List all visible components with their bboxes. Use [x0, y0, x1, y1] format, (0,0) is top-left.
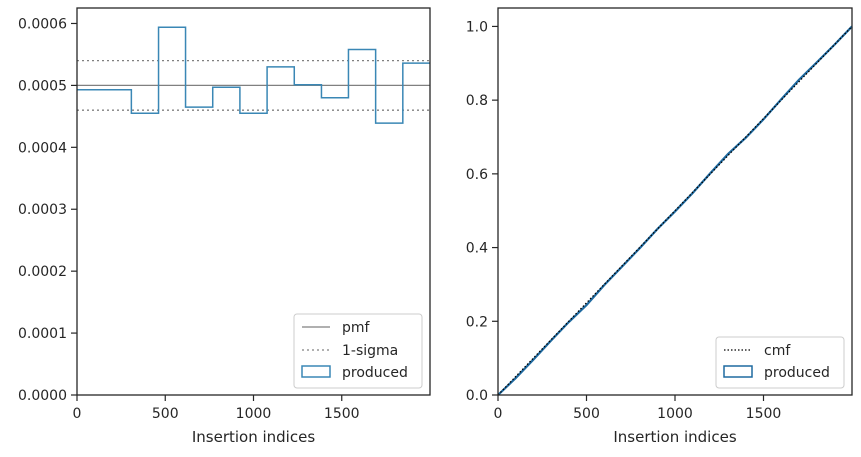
legend-box: [715, 336, 845, 389]
y-tick-label: 0.8: [466, 93, 488, 109]
histogram-bin: [267, 67, 294, 395]
x-tick-label: 500: [573, 406, 600, 422]
histogram-bin: [131, 113, 158, 395]
y-tick-label: 0.0: [466, 388, 488, 404]
produced-histogram-outline: [77, 26, 430, 124]
histogram-bin: [213, 87, 240, 395]
histogram-bin: [186, 107, 213, 395]
x-tick-label: 1000: [657, 406, 693, 422]
x-tick-label: 500: [152, 406, 179, 422]
y-tick-label: 0.4: [466, 241, 488, 257]
y-tick-label: 0.0001: [18, 326, 67, 342]
y-tick-label: 0.0003: [18, 202, 67, 218]
legend-produced-label: produced: [764, 365, 830, 381]
legend-cmf-label: cmf: [764, 343, 791, 359]
legend-produced-swatch: [723, 365, 753, 378]
histogram-bin: [159, 27, 186, 395]
legend-produced-label: produced: [342, 365, 408, 381]
x-tick-label: 1000: [236, 406, 272, 422]
y-tick-label: 0.0005: [18, 78, 67, 94]
axes-frame: [76, 7, 431, 396]
histogram-panel: 0 500 1000 1500 0.0000 0.0001 0.0002 0.0003 0.00…: [18, 7, 431, 446]
y-tick-label: 0.0000: [18, 388, 67, 404]
y-tick-label: 0.6: [466, 167, 488, 183]
x-tick-label: 1500: [746, 406, 782, 422]
histogram-bin: [77, 90, 131, 395]
legend: pmf 1-sigma produced: [293, 313, 423, 389]
legend-box: [293, 313, 423, 389]
legend-pmf-label: pmf: [342, 320, 371, 336]
x-tick-label: 0: [73, 406, 82, 422]
cmf-line: [497, 25, 853, 396]
x-axis-label: Insertion indices: [192, 428, 315, 446]
legend: cmf produced: [715, 336, 845, 389]
cmf-panel: 0 500 1000 1500 0.0 0.2 0.4 0.6 0.8 1.0 Insertion …: [466, 7, 853, 446]
x-axis-label: Insertion indices: [613, 428, 736, 446]
legend-sigma-label: 1-sigma: [342, 343, 398, 359]
histogram-bin: [240, 113, 267, 395]
y-tick-label: 0.0004: [18, 140, 67, 156]
x-tick-label: 0: [494, 406, 503, 422]
y-tick-label: 1.0: [466, 19, 488, 35]
y-tick-label: 0.0002: [18, 264, 67, 280]
y-tick-label: 0.0006: [18, 16, 67, 32]
axes-frame: [497, 7, 853, 396]
legend-produced-swatch: [301, 365, 331, 378]
y-tick-label: 0.2: [466, 314, 488, 330]
x-tick-label: 1500: [324, 406, 360, 422]
